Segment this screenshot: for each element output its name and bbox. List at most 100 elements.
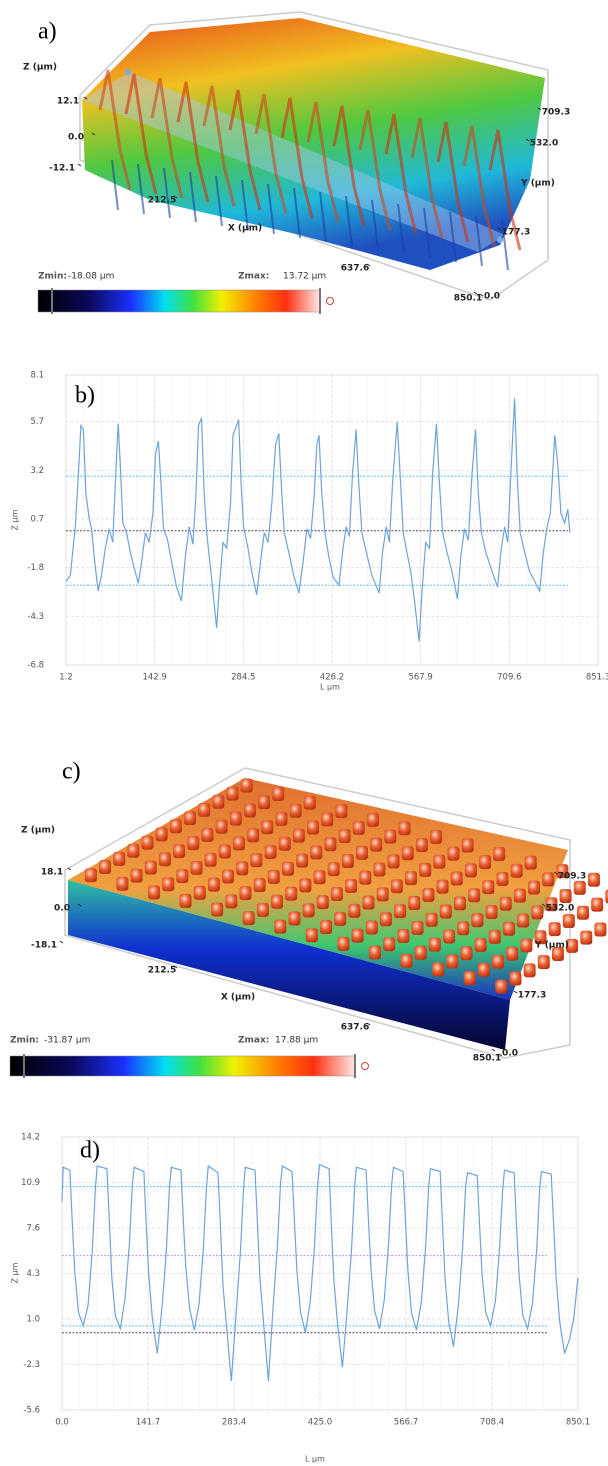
pillar bbox=[499, 896, 512, 911]
zmax-label: Zmax: bbox=[238, 1036, 269, 1046]
pillar bbox=[310, 845, 323, 860]
y-tick-mark bbox=[513, 990, 518, 994]
ridge bbox=[384, 113, 418, 235]
pillar bbox=[524, 855, 537, 870]
x-tick-label: 0.0 bbox=[55, 1418, 69, 1428]
pillar bbox=[537, 955, 550, 970]
pillar bbox=[562, 913, 575, 928]
pillar bbox=[495, 979, 508, 994]
pillar bbox=[488, 929, 501, 944]
pillar bbox=[556, 864, 569, 879]
x-tick-label: 637.6 bbox=[341, 1023, 369, 1033]
y-tick-mark bbox=[525, 138, 530, 142]
pillar bbox=[229, 811, 242, 826]
pillar bbox=[275, 811, 288, 826]
pillar bbox=[316, 895, 329, 910]
x-tick-mark bbox=[173, 195, 178, 199]
pillar bbox=[335, 804, 348, 819]
z-tick-label: -12.1 bbox=[49, 164, 75, 174]
pillar bbox=[321, 812, 334, 827]
pillar bbox=[523, 963, 536, 978]
pillar bbox=[577, 905, 590, 920]
pillar bbox=[369, 945, 382, 960]
x-tick-label: 425.0 bbox=[308, 1418, 332, 1428]
zmin-label: Zmin: bbox=[38, 272, 67, 282]
pillar bbox=[242, 911, 255, 926]
pillar bbox=[373, 862, 386, 877]
pillar bbox=[292, 828, 305, 843]
y-tick-label: -5.6 bbox=[23, 1406, 40, 1416]
y-tick-label: 709.3 bbox=[542, 108, 570, 118]
y-tick-label: -6.8 bbox=[27, 661, 44, 671]
pillar bbox=[324, 837, 337, 852]
x-tick-label: 850.1 bbox=[454, 294, 482, 304]
pillar bbox=[148, 885, 161, 900]
pillar bbox=[313, 870, 326, 885]
pillar bbox=[387, 854, 400, 869]
x-tick-label: 566.7 bbox=[394, 1418, 418, 1428]
valley bbox=[397, 203, 405, 255]
pillar bbox=[99, 860, 112, 875]
pillar bbox=[173, 844, 186, 859]
z-tick-label: 0.0 bbox=[68, 133, 84, 143]
pillar bbox=[307, 820, 320, 835]
pillar bbox=[320, 920, 333, 935]
zmax-label: Zmax: bbox=[238, 272, 269, 282]
pillar bbox=[496, 871, 509, 886]
pillar bbox=[580, 930, 593, 945]
pillar bbox=[351, 928, 364, 943]
pillar bbox=[193, 885, 206, 900]
y-axis-label: Y (µm) bbox=[534, 941, 569, 951]
ridge bbox=[228, 89, 262, 211]
pillar bbox=[379, 912, 392, 927]
pillar bbox=[366, 812, 379, 827]
pillar bbox=[477, 962, 490, 977]
y-tick-label: 532.0 bbox=[546, 904, 574, 914]
valley bbox=[241, 179, 249, 231]
surface-texture bbox=[84, 778, 608, 994]
pillar bbox=[559, 889, 572, 904]
pillar bbox=[302, 903, 315, 918]
pillar bbox=[436, 879, 449, 894]
x-tick-label: 142.9 bbox=[143, 673, 167, 683]
pillar bbox=[394, 904, 407, 919]
ridge bbox=[280, 97, 314, 219]
pillar bbox=[463, 971, 476, 986]
valley bbox=[137, 163, 145, 215]
pillar bbox=[334, 911, 347, 926]
pillar bbox=[155, 827, 168, 842]
panel-label: a) bbox=[38, 19, 57, 45]
pillar bbox=[337, 936, 350, 951]
pillar bbox=[370, 837, 383, 852]
x-tick-label: 212.5 bbox=[148, 196, 176, 206]
pillar bbox=[258, 795, 271, 810]
z-tick-label: -18.1 bbox=[31, 941, 57, 951]
pillar bbox=[250, 853, 263, 868]
pillar bbox=[594, 922, 607, 937]
pillar bbox=[130, 868, 143, 883]
pillar bbox=[492, 954, 505, 969]
panel-label: b) bbox=[75, 383, 95, 409]
pillar bbox=[207, 877, 220, 892]
x-axis-label: X (µm) bbox=[228, 224, 262, 234]
y-tick-label: 5.7 bbox=[30, 417, 44, 427]
colorbar bbox=[9, 1055, 356, 1077]
pillar bbox=[422, 887, 435, 902]
pillar bbox=[141, 835, 154, 850]
pillar bbox=[414, 945, 427, 960]
y-tick-label: 10.9 bbox=[21, 1178, 40, 1188]
pillar bbox=[551, 946, 564, 961]
pillar bbox=[144, 860, 157, 875]
valley bbox=[111, 159, 119, 211]
ridge bbox=[358, 109, 392, 231]
pillar bbox=[236, 861, 249, 876]
pillar bbox=[439, 904, 452, 919]
valley bbox=[189, 171, 197, 223]
valley bbox=[345, 195, 353, 247]
pillar bbox=[256, 902, 269, 917]
x-tick-label: 567.9 bbox=[408, 673, 432, 683]
pillar bbox=[187, 835, 200, 850]
pillar bbox=[545, 897, 558, 912]
pillar bbox=[201, 827, 214, 842]
pillar bbox=[587, 872, 600, 887]
